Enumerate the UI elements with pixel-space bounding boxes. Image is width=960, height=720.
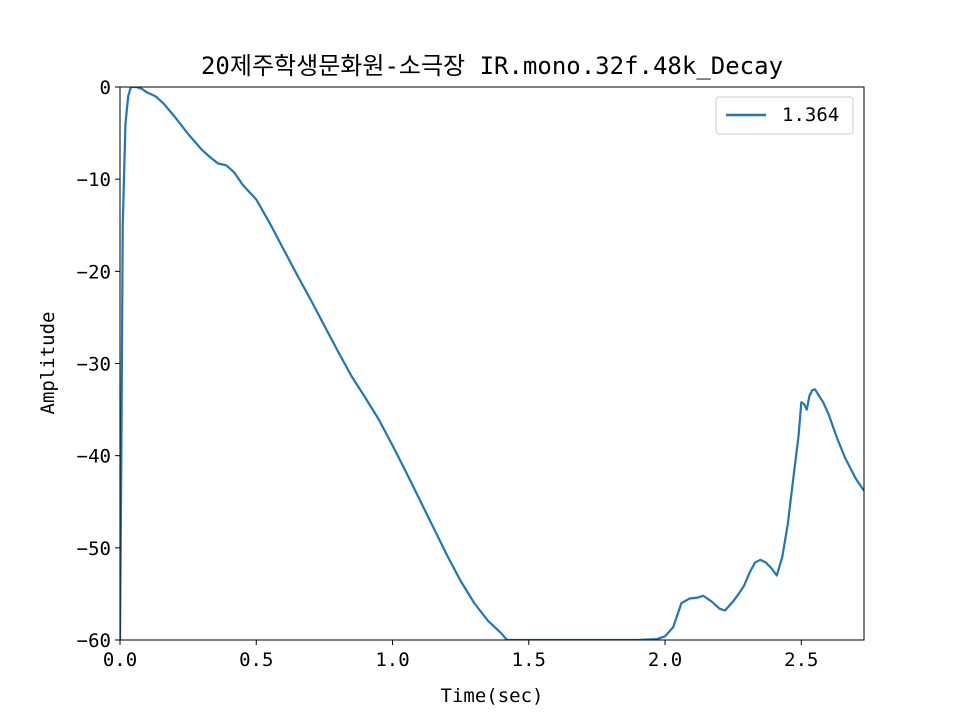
x-axis: 0.0 0.5 1.0 1.5 2.0 2.5 <box>103 640 818 671</box>
x-tick-label: 0.0 <box>103 649 137 671</box>
y-tick-label: −40 <box>77 446 111 468</box>
y-tick-label: −10 <box>77 169 111 191</box>
x-tick-label: 0.5 <box>239 649 273 671</box>
y-tick-label: −50 <box>77 538 111 560</box>
y-tick-label: 0 <box>100 77 111 99</box>
x-tick-label: 1.0 <box>375 649 409 671</box>
series-line <box>120 87 864 640</box>
series-layer <box>120 87 864 640</box>
x-axis-label: Time(sec) <box>441 685 544 707</box>
y-tick-label: −20 <box>77 261 111 283</box>
x-tick-label: 2.5 <box>784 649 818 671</box>
y-tick-label: −30 <box>77 354 111 376</box>
y-axis: 0 −10 −20 −30 −40 −50 −60 <box>77 77 120 652</box>
legend: 1.364 <box>715 96 854 135</box>
legend-label: 1.364 <box>782 104 839 126</box>
y-tick-label: −60 <box>77 630 111 652</box>
y-axis-label: Amplitude <box>37 312 59 415</box>
chart-title: 20제주학생문화원-소극장 IR.mono.32f.48k_Decay <box>201 52 783 80</box>
x-tick-label: 2.0 <box>648 649 682 671</box>
legend-box <box>715 96 854 135</box>
x-tick-label: 1.5 <box>512 649 546 671</box>
